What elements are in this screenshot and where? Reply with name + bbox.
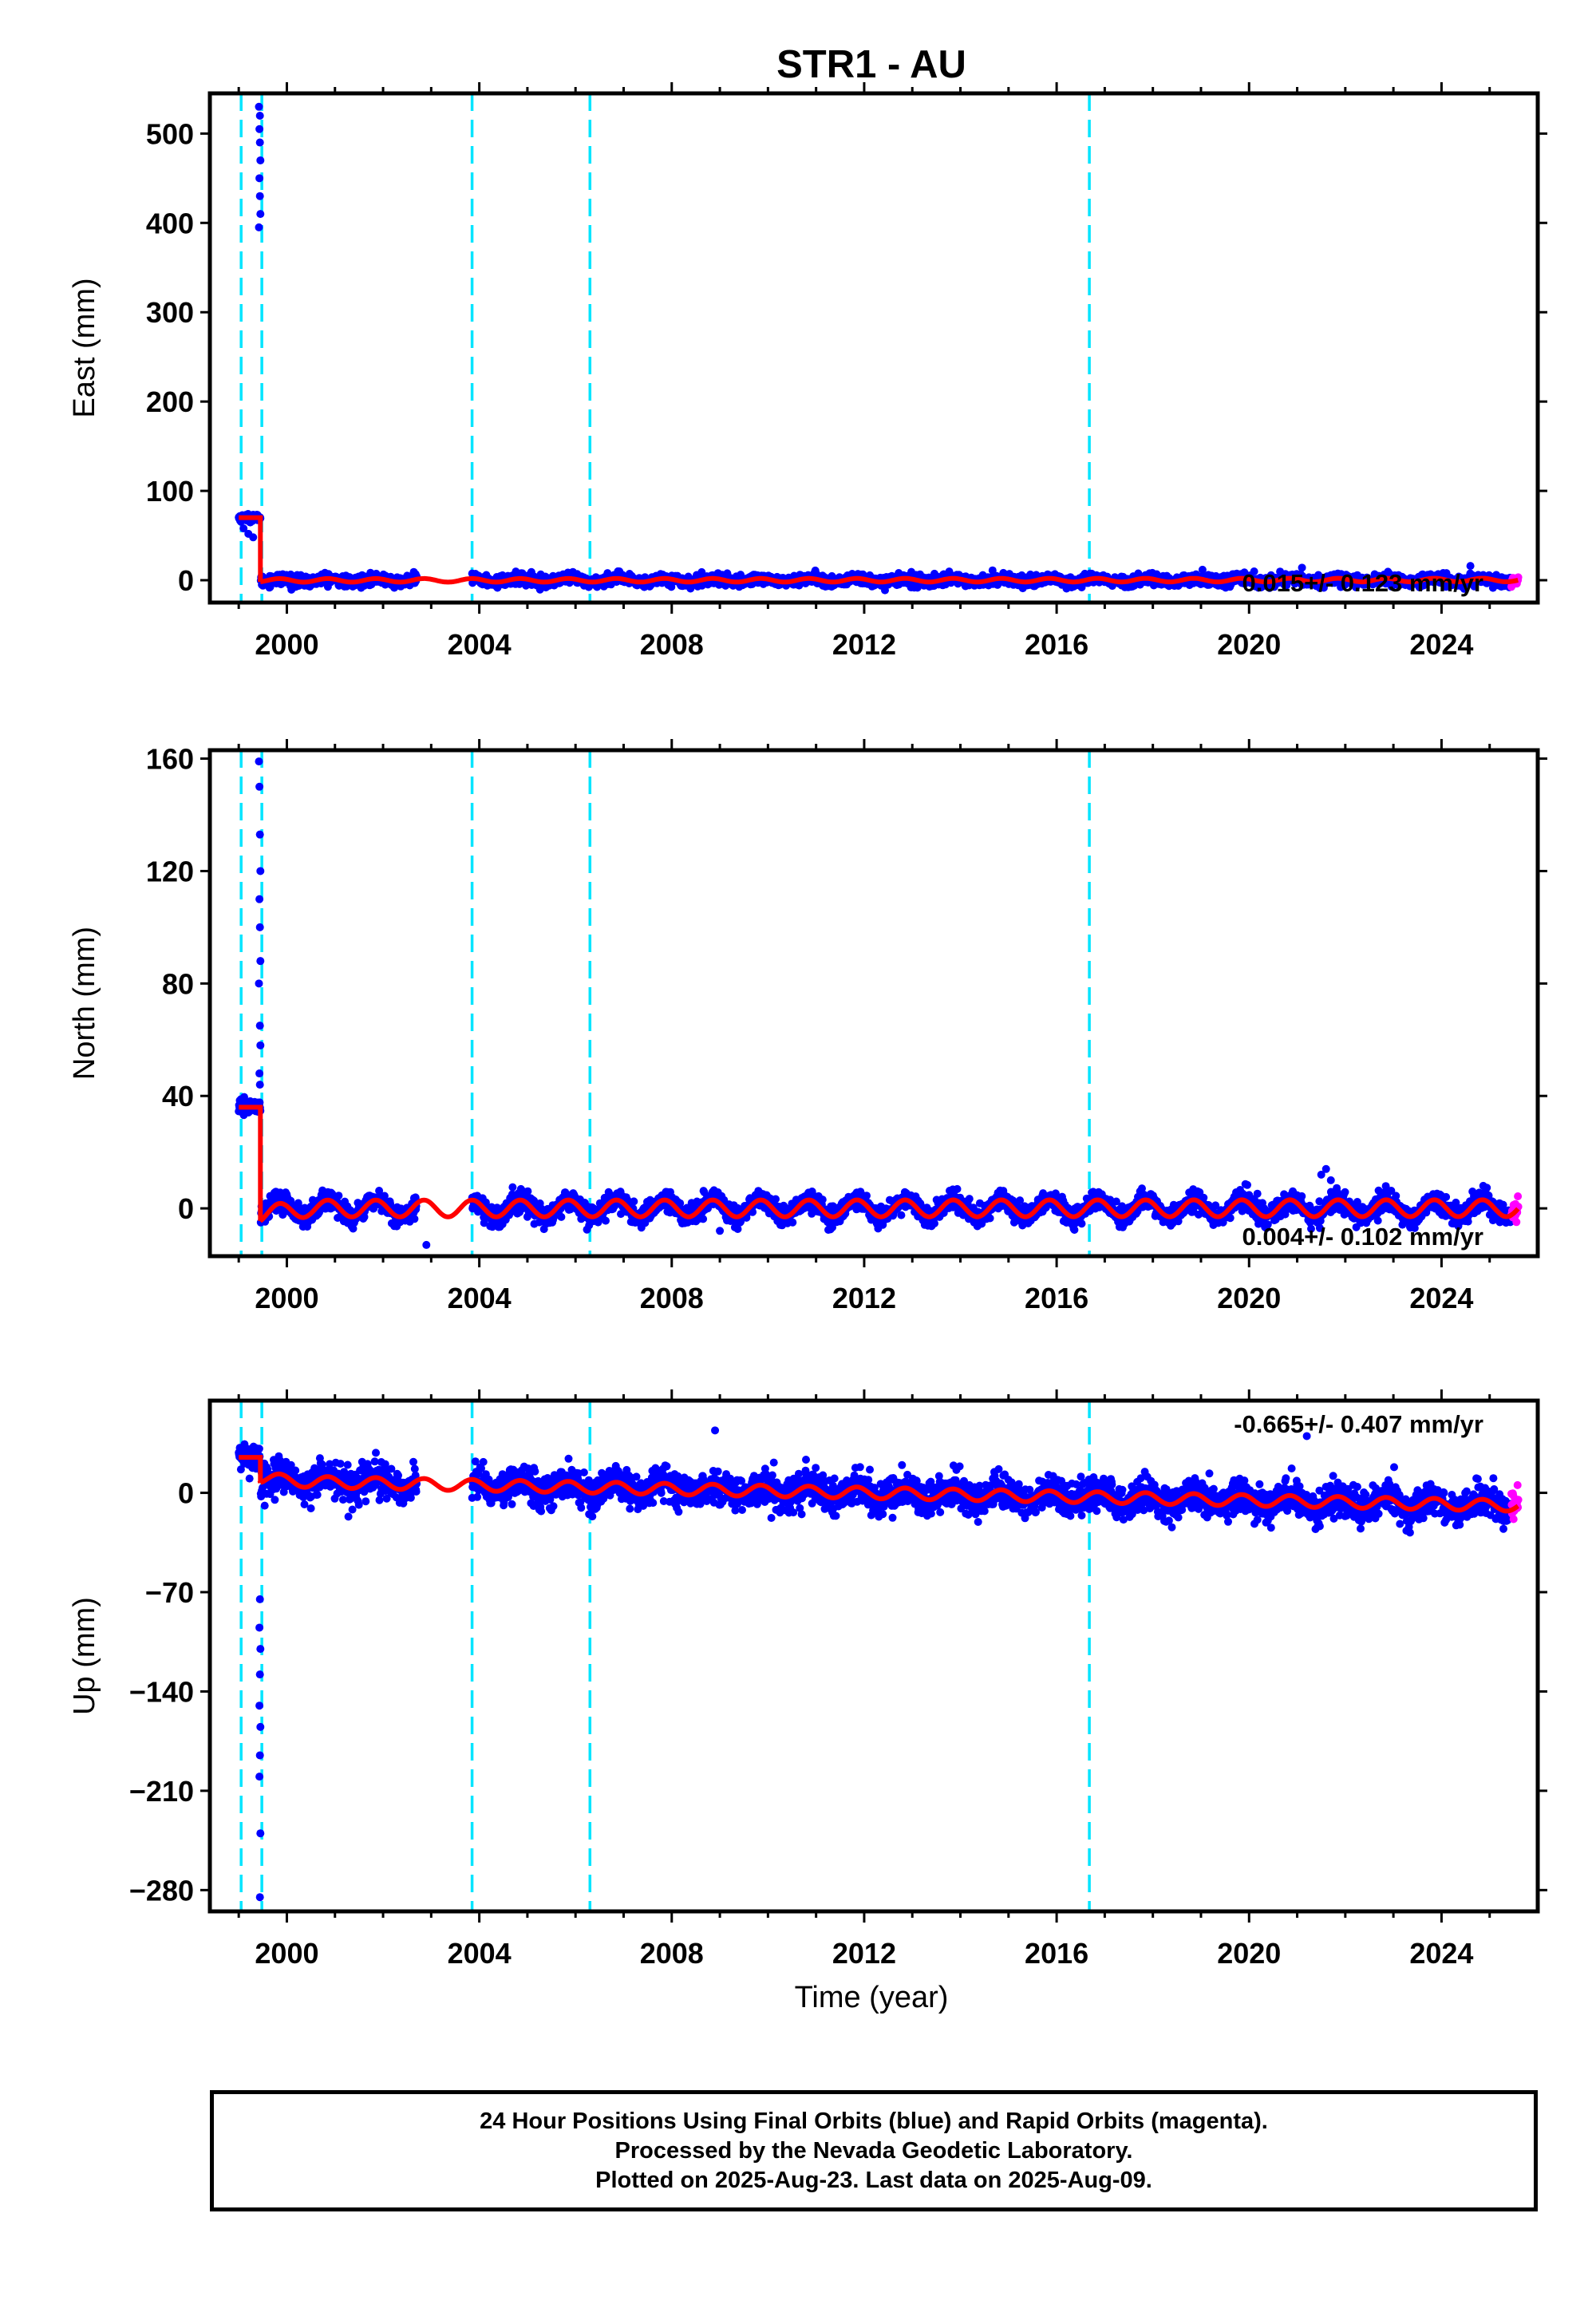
data-point (788, 1218, 797, 1227)
data-point (255, 111, 264, 120)
x-tick-label: 2020 (1217, 628, 1281, 661)
data-point (523, 1187, 532, 1196)
data-point (255, 223, 263, 231)
panel-frame (207, 91, 1540, 605)
y-tick-label: 100 (146, 475, 194, 508)
x-tick-label: 2004 (448, 628, 512, 661)
data-point (410, 1215, 419, 1223)
y-axis-label: East (mm) (68, 278, 101, 417)
x-tick-label: 2012 (832, 628, 896, 661)
y-tick-label: 400 (146, 207, 194, 239)
data-point (255, 138, 264, 147)
x-tick-label: 2016 (1025, 628, 1088, 661)
data-point (334, 1192, 343, 1200)
y-tick-label: 0 (178, 564, 194, 597)
x-tick-label: 2000 (255, 628, 318, 661)
data-point (818, 1196, 827, 1204)
panel-0: 0 100 200 300 400 500 2000 2004 2008 2012 2016 2020… (68, 82, 1547, 661)
data-points (235, 757, 1523, 1249)
data-point (508, 1183, 517, 1192)
figure-title: STR1 - AU (776, 43, 966, 86)
data-points (235, 102, 1523, 595)
data-point (602, 1216, 610, 1225)
data-point (630, 1197, 638, 1206)
rate-label: 0.015+/- 0.123 mm/yr (1242, 569, 1483, 597)
data-point (255, 124, 264, 133)
y-tick-label: 300 (146, 296, 194, 329)
data-point (557, 1212, 566, 1221)
data-point (255, 102, 263, 111)
data-point (772, 1195, 780, 1203)
data-point (255, 174, 264, 183)
data-point (256, 156, 265, 164)
y-tick-label: 500 (146, 117, 194, 150)
data-point (255, 192, 264, 200)
x-tick-label: 2024 (1409, 628, 1473, 661)
data-point (699, 1215, 708, 1223)
data-point (249, 533, 258, 542)
data-point (256, 210, 265, 219)
x-tick-label: 2008 (640, 628, 704, 661)
y-tick-label: 200 (146, 385, 194, 418)
